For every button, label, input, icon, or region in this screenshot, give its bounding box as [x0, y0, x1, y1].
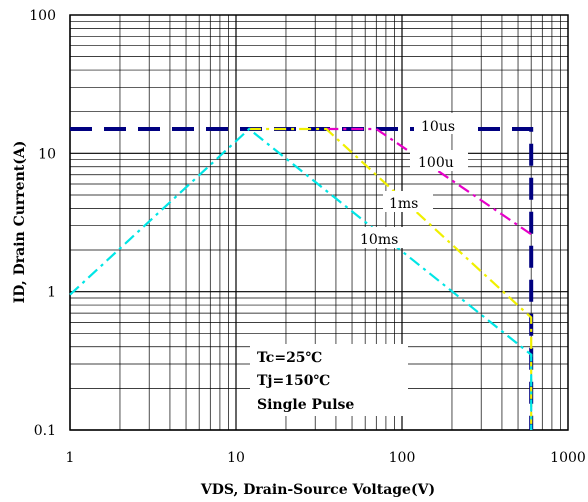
- y-tick-label: 0.1: [34, 423, 56, 439]
- label-10ms: 10ms: [360, 232, 398, 248]
- y-tick-label: 10: [38, 146, 56, 162]
- label-10us-bg: [414, 113, 472, 134]
- label-10us: 10us: [421, 119, 455, 135]
- x-tick-label: 100: [389, 450, 416, 466]
- note-tj: Tj=150℃: [257, 373, 330, 389]
- x-tick-label: 1: [66, 450, 75, 466]
- y-axis-title: ID, Drain Current(A): [12, 141, 28, 304]
- label-100u: 100u: [418, 155, 454, 171]
- x-tick-label: 1000: [550, 450, 586, 466]
- tick-labels: 1 10 100 1000 0.1 1 10 100: [29, 8, 586, 466]
- note-pulse: Single Pulse: [257, 397, 354, 413]
- note-tc: Tc=25℃: [257, 350, 323, 366]
- label-100u-bg: [410, 150, 468, 171]
- label-1ms-bg: [383, 191, 433, 212]
- label-1ms: 1ms: [389, 196, 418, 212]
- x-axis-title: VDS, Drain-Source Voltage(V): [200, 482, 435, 498]
- y-tick-label: 1: [47, 285, 56, 301]
- series-lines: [69, 127, 534, 430]
- series-line-10ms: [69, 127, 533, 430]
- y-tick-label: 100: [29, 8, 56, 24]
- series-line-1ms: [249, 127, 533, 430]
- series-line-100u: [326, 127, 532, 236]
- label-10ms-bg: [356, 227, 406, 248]
- conditions-box: [250, 344, 408, 416]
- plot-frame: [69, 14, 569, 431]
- x-tick-label: 10: [227, 450, 245, 466]
